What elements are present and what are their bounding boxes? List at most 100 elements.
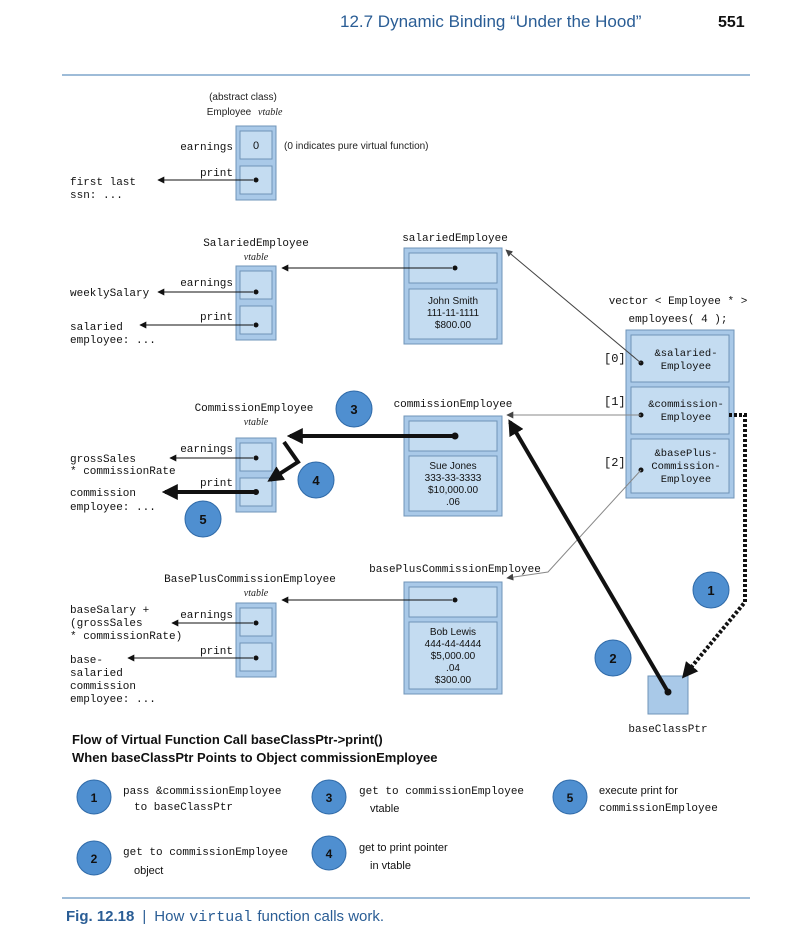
vector-cell-2-line3: Employee (661, 474, 711, 486)
vector-index-0: [0] (604, 352, 626, 366)
commission-object-data-slot (408, 455, 498, 512)
commission-object-rate: .06 (446, 497, 460, 508)
vector-cell-2-line1: &basePlus- (654, 448, 717, 460)
step1-dotted-path (681, 413, 747, 679)
salaried-object-vptr-dot (452, 265, 458, 271)
commission-vtable-caption-name: CommissionEmployee (195, 403, 314, 415)
step-badge-1-number: 1 (707, 583, 714, 598)
vector-cell-0-line1: &salaried- (654, 348, 717, 360)
baseplus-object-vptr-dot (452, 597, 458, 603)
commission-earnings-target-line1: grossSales (70, 454, 136, 466)
vector-cell-1-line1: &commission- (648, 399, 724, 411)
salaried-vtable-earnings-slot (239, 270, 273, 300)
step-badge-4-number: 4 (312, 473, 320, 488)
legend-item-5-line1: execute print for (599, 785, 678, 797)
vector-cell-0-line2: Employee (661, 361, 711, 373)
salaried-earnings-pointer-dot (253, 289, 259, 295)
vector-to-salaried-arrow (505, 249, 642, 364)
vector-cell-0 (630, 334, 730, 383)
baseplus-earnings-target-line1: baseSalary + (70, 605, 149, 617)
legend-item-2-number: 2 (91, 852, 98, 866)
salaried-earnings-target: weeklySalary (70, 288, 150, 300)
baseplus-print-target-line1: base- (70, 655, 103, 667)
baseplus-earnings-target-line3: * commissionRate) (70, 631, 182, 643)
legend-item-5: 5 execute print for commissionEmployee (552, 779, 718, 815)
employee-print-pointer-dot (253, 177, 259, 183)
employee-vtable-print-label: print (200, 168, 233, 180)
baseplus-print-target-line4: employee: ... (70, 694, 156, 706)
vector-index-2: [2] (604, 456, 626, 470)
legend-item-4: 4 get to print pointer in vtable (311, 835, 448, 872)
employee-vtable-earnings-value: 0 (253, 140, 259, 152)
baseplus-object-data-slot (408, 621, 498, 690)
legend-title-line2: When baseClassPtr Points to Object commi… (72, 750, 438, 765)
vector-cell-1-line2: Employee (661, 412, 711, 424)
employee-print-target-line2: ssn: ... (70, 190, 123, 202)
caption-separator: | (142, 908, 146, 925)
page-number: 551 (718, 14, 745, 31)
baseplus-object-rate: .04 (446, 663, 460, 674)
vector-to-baseplus-arrow (506, 469, 642, 581)
legend-item-1-line1: pass &commissionEmployee (123, 786, 281, 798)
figure-caption: Fig. 12.18 | How virtual function calls work… (66, 908, 384, 926)
step-badge-5-number: 5 (199, 512, 206, 527)
caption-text-before: How (154, 908, 184, 925)
salaried-vtable-caption-name: SalariedEmployee (203, 238, 309, 250)
salaried-print-target-line2: employee: ... (70, 335, 156, 347)
legend-item-3-line2: vtable (370, 803, 399, 815)
legend-item-1-line2: to baseClassPtr (134, 802, 233, 814)
commission-earnings-to-print-step-bold (267, 440, 301, 482)
salaried-print-target-line1: salaried (70, 322, 123, 334)
legend-item-5-number: 5 (567, 791, 574, 805)
commission-vtable-earnings-label: earnings (180, 444, 233, 456)
legend-item-2-line1: get to commissionEmployee (123, 847, 288, 859)
baseplus-object-name: Bob Lewis (430, 627, 476, 638)
step-badge-1: 1 (692, 571, 730, 609)
commission-earnings-pointer-dot (253, 455, 259, 461)
legend-title-line1: Flow of Virtual Function Call baseClassP… (72, 732, 383, 747)
salaried-vtable-caption-vtable: vtable (244, 252, 269, 263)
commission-vtable-print-label: print (200, 478, 233, 490)
employee-vtable-earnings-slot (239, 130, 273, 160)
caption-text-after: function calls work. (257, 908, 384, 925)
salaried-object-name: John Smith (428, 296, 478, 307)
commission-print-target-line2: employee: ... (70, 502, 156, 514)
legend-item-3-number: 3 (326, 791, 333, 805)
baseplus-vtable-earnings-label: earnings (180, 610, 233, 622)
employee-vtable-earnings-label: earnings (180, 142, 233, 154)
commission-object-ssn: 333-33-3333 (425, 473, 482, 484)
legend-item-5-line2: commissionEmployee (599, 803, 718, 815)
legend-item-1: 1 pass &commissionEmployee to baseClassP… (76, 779, 281, 815)
running-title: 12.7 Dynamic Binding “Under the Hood” (340, 12, 642, 31)
baseplus-object-base: $300.00 (435, 675, 472, 686)
baseplus-print-pointer-dot (253, 655, 259, 661)
commission-object-label: commissionEmployee (394, 399, 513, 411)
step-badge-3: 3 (335, 390, 373, 428)
step-badge-5: 5 (184, 500, 222, 538)
legend-item-4-line1: get to print pointer (359, 842, 448, 854)
salaried-object-label: salariedEmployee (402, 233, 508, 245)
commission-object-name: Sue Jones (429, 461, 476, 472)
step-badge-2: 2 (594, 639, 632, 677)
salaried-print-pointer-dot (253, 322, 259, 328)
step-badge-4: 4 (297, 461, 335, 499)
commission-object-sales: $10,000.00 (428, 485, 478, 496)
salaried-object-ssn: 111-11-1111 (427, 308, 480, 319)
legend-item-2-line2: object (134, 865, 163, 877)
baseplus-earnings-target-line2: (grossSales (70, 618, 143, 630)
baseplus-object-vptr-slot (408, 586, 498, 618)
baseplus-earnings-pointer-dot (253, 620, 259, 626)
employee-vtable-caption-vtable: vtable (258, 107, 283, 118)
baseplus-vtable-print-label: print (200, 646, 233, 658)
vector-index-1: [1] (604, 395, 626, 409)
baseplus-print-target-line3: commission (70, 681, 136, 693)
caption-text-code: virtual (189, 909, 252, 926)
baseplus-object-sales: $5,000.00 (431, 651, 476, 662)
baseplus-object-ssn: 444-44-4444 (425, 639, 482, 650)
step2-bold-arrow (508, 419, 670, 694)
commission-print-target-line1: commission (70, 488, 136, 500)
baseplus-object-label: basePlusCommissionEmployee (369, 564, 541, 576)
legend-item-3: 3 get to commissionEmployee vtable (311, 779, 524, 815)
vector-cell-2 (630, 438, 730, 494)
